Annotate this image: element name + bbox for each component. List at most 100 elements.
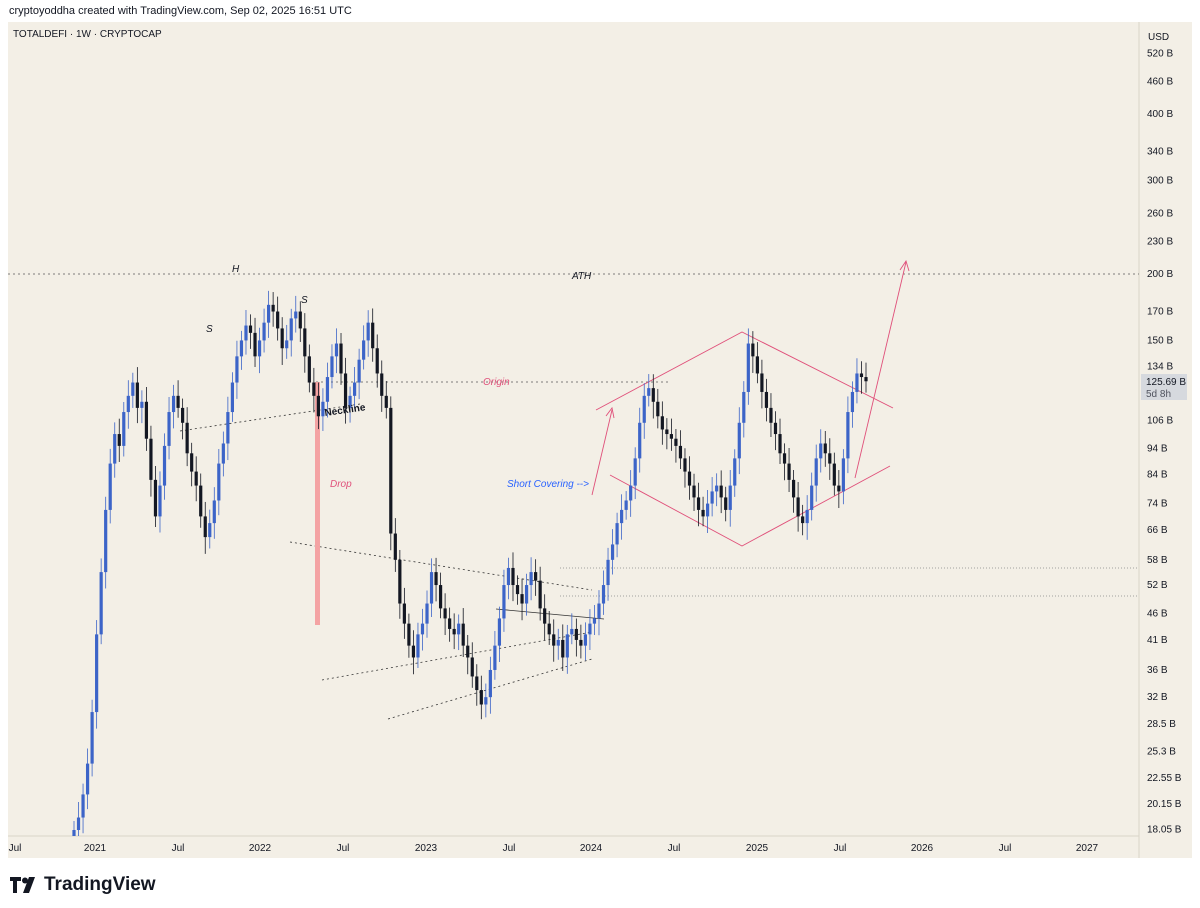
current-price-badge — [1141, 374, 1187, 400]
current-price-text: 125.69 B — [1146, 377, 1186, 388]
candle-body — [167, 412, 171, 446]
candle-body — [814, 458, 818, 486]
triangle-top-line — [289, 541, 593, 591]
candle-body — [850, 391, 855, 413]
y-tick-label: 74 B — [1147, 499, 1168, 510]
candle-body — [769, 407, 773, 423]
ath-label: ATH — [571, 271, 592, 282]
candles-group — [72, 290, 868, 836]
candle-body — [737, 422, 741, 459]
x-tick-label: 2027 — [1076, 843, 1099, 854]
candle-body — [113, 434, 117, 464]
candle-body — [647, 388, 651, 396]
candle-body — [316, 395, 320, 417]
candle-body — [828, 453, 832, 464]
candle-body — [135, 382, 139, 408]
candle-body — [710, 491, 714, 504]
candle-body — [411, 645, 416, 658]
candle-body — [126, 395, 130, 413]
candle-body — [696, 497, 701, 510]
candle-body — [493, 645, 497, 670]
candle-body — [778, 434, 782, 454]
x-tick-label: Jul — [503, 843, 516, 854]
symbol-label: TOTALDEFI · 1W · CRYPTOCAP — [13, 29, 162, 40]
candle-body — [452, 628, 456, 635]
candle-body — [574, 628, 578, 640]
tradingview-logo[interactable]: TradingView — [10, 874, 156, 896]
y-tick-label: 46 B — [1147, 608, 1168, 619]
y-axis-ticks: 520 B 460 B 400 B 340 B 300 B 260 B 230 B 200 B… — [1147, 48, 1182, 835]
candle-body — [819, 443, 823, 459]
origin-label: Origin — [483, 377, 510, 388]
candle-body — [638, 422, 642, 459]
x-tick-label: 2024 — [580, 843, 603, 854]
y-tick-label: 28.5 B — [1147, 719, 1176, 730]
tradingview-logo-icon — [10, 877, 35, 893]
candle-body — [529, 572, 533, 586]
candle-body — [475, 676, 479, 691]
candle-body — [543, 608, 547, 624]
candle-body — [457, 623, 461, 635]
candle-body — [294, 311, 298, 319]
candle-body — [398, 559, 402, 604]
y-tick-label: 36 B — [1147, 665, 1168, 676]
candle-body — [583, 634, 588, 646]
y-tick-label: 340 B — [1147, 146, 1173, 157]
price-chart[interactable]: 520 B 460 B 400 B 340 B 300 B 260 B 230 B 200 B… — [0, 0, 1200, 860]
candle-body — [380, 373, 384, 396]
candle-body — [144, 401, 149, 439]
candle-body — [864, 377, 868, 382]
candle-body — [615, 523, 619, 545]
candle-body — [289, 318, 293, 341]
x-tick-label: 2021 — [84, 843, 107, 854]
candle-body — [208, 523, 212, 538]
drop-label: Drop — [330, 479, 352, 490]
candle-body — [706, 503, 710, 517]
candle-body — [552, 634, 556, 646]
candle-body — [796, 497, 800, 517]
candle-body — [221, 443, 225, 464]
candle-body — [140, 401, 144, 408]
chart-area[interactable] — [8, 22, 1192, 858]
candle-body — [375, 348, 379, 374]
candle-body — [181, 407, 185, 423]
candle-body — [334, 343, 339, 357]
candle-body — [343, 373, 348, 408]
candle-body — [402, 603, 406, 624]
candle-body — [85, 763, 90, 795]
candle-body — [244, 325, 248, 341]
candle-body — [656, 401, 660, 417]
candle-body — [235, 356, 239, 383]
candle-body — [72, 830, 76, 836]
candle-body — [841, 458, 845, 492]
candle-body — [801, 516, 805, 524]
y-tick-label: 52 B — [1147, 580, 1168, 591]
candle-body — [651, 388, 655, 402]
candle-body — [352, 382, 357, 396]
candle-body — [484, 697, 488, 705]
y-tick-label: 400 B — [1147, 109, 1173, 120]
candle-body — [330, 356, 334, 378]
y-tick-label: 32 B — [1147, 692, 1168, 703]
tradingview-logo-text: TradingView — [44, 874, 156, 895]
candle-body — [239, 340, 244, 357]
candle-body — [773, 422, 778, 435]
candle-body — [461, 623, 465, 646]
price-axis-bg — [1140, 22, 1192, 858]
candle-body — [610, 544, 615, 560]
candle-body — [678, 445, 683, 459]
candle-body — [579, 639, 583, 646]
short-covering-label: Short Covering --> — [507, 479, 589, 490]
candle-body — [117, 434, 121, 446]
candle-body — [746, 343, 750, 392]
candle-body — [665, 429, 669, 435]
candle-body — [683, 458, 687, 472]
candle-body — [782, 453, 787, 464]
candle-body — [692, 485, 696, 498]
x-tick-label: Jul — [668, 843, 681, 854]
candle-body — [362, 340, 366, 360]
candle-body — [438, 585, 443, 609]
diamond-top-edges — [595, 331, 894, 411]
candle-body — [108, 463, 112, 510]
candle-body — [629, 485, 633, 501]
